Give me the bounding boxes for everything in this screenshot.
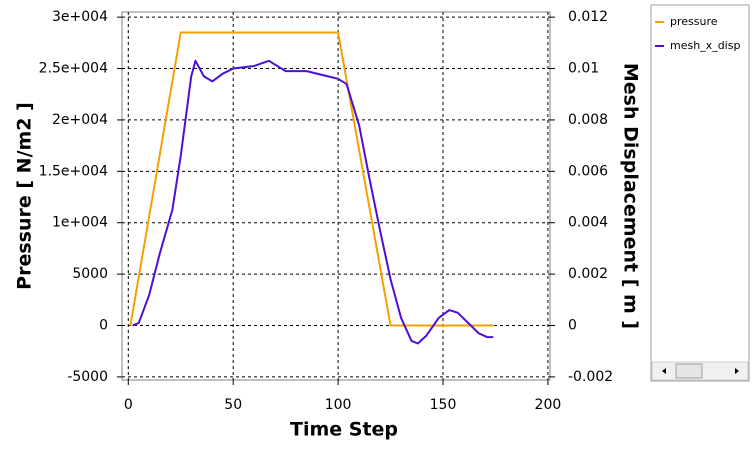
y-tick-label: 1.5e+004 — [39, 163, 108, 179]
y2-tick-label: 0.006 — [568, 163, 608, 179]
scroll-left-arrow[interactable] — [662, 368, 666, 374]
y2-axis-title: Mesh Displacement [ m ] — [620, 63, 642, 329]
y2-tick-label: 0.01 — [568, 61, 599, 77]
x-tick-label: 200 — [535, 397, 562, 413]
y2-tick-label: 0.002 — [568, 266, 608, 282]
legend: pressure mesh_x_disp — [650, 4, 750, 382]
y-tick-label: 2e+004 — [52, 112, 108, 128]
series-line — [132, 59, 494, 345]
y2-tick-label: 0 — [568, 318, 577, 334]
legend-label: pressure — [670, 15, 718, 28]
scrollbar-thumb[interactable] — [675, 363, 703, 379]
y-axis-title: Pressure [ N/m2 ] — [14, 102, 36, 290]
series-line — [129, 31, 494, 327]
y2-tick-label: -0.002 — [568, 369, 613, 385]
legend-panel — [650, 4, 750, 382]
x-axis-title: Time Step — [290, 419, 398, 441]
y-tick-label: -5000 — [67, 369, 108, 385]
y2-tick-label: 0.012 — [568, 9, 608, 25]
y2-tick-label: 0.004 — [568, 215, 608, 231]
x-tick-label: 100 — [325, 397, 352, 413]
legend-label: mesh_x_disp — [670, 39, 740, 52]
y-tick-label: 5000 — [72, 266, 108, 282]
y2-tick-label: 0.008 — [568, 112, 608, 128]
plot-frame — [121, 11, 551, 381]
y-tick-label: 3e+004 — [52, 9, 108, 25]
x-tick-label: 0 — [124, 397, 133, 413]
y-tick-label: 0 — [99, 318, 108, 334]
scroll-right-arrow[interactable] — [735, 368, 739, 374]
x-tick-label: 50 — [224, 397, 242, 413]
y-tick-label: 2.5e+004 — [39, 61, 108, 77]
x-tick-label: 150 — [430, 397, 457, 413]
y-tick-label: 1e+004 — [52, 215, 108, 231]
